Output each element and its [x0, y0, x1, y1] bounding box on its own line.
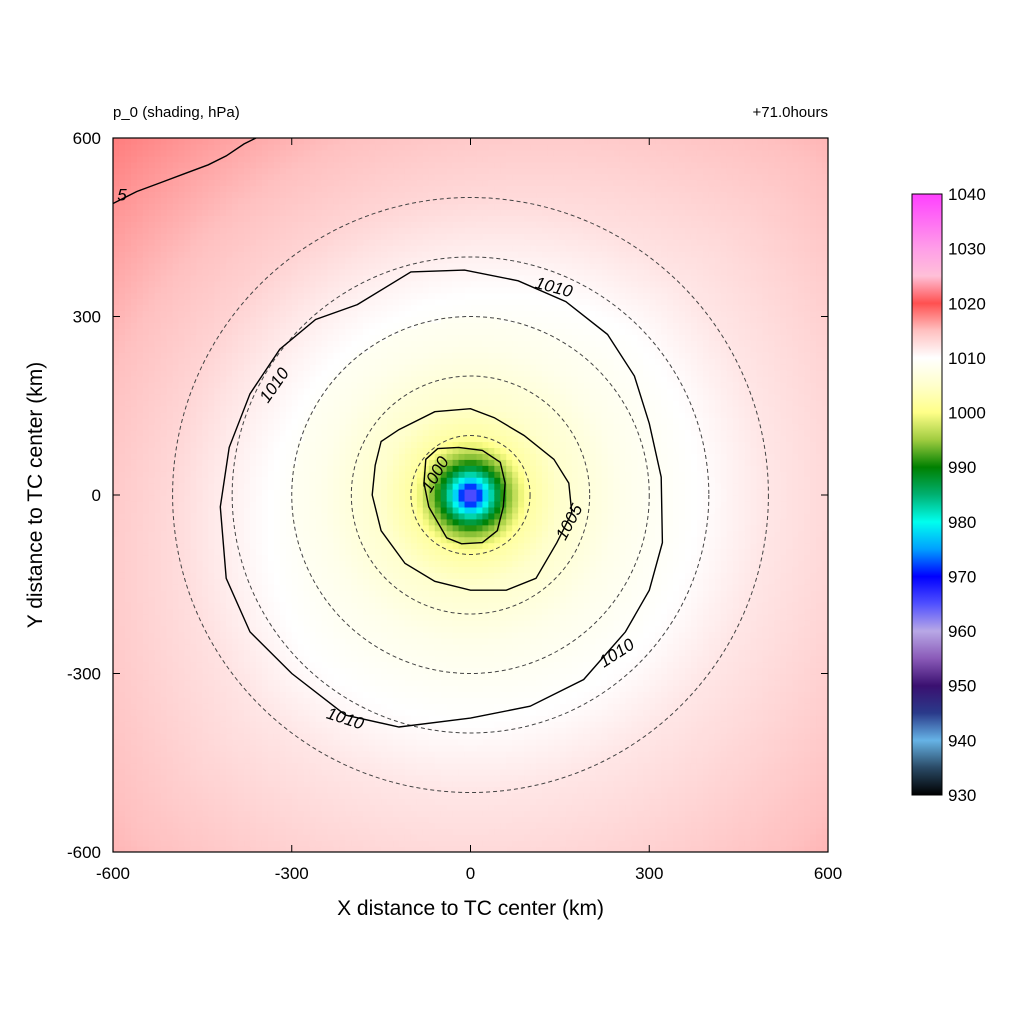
- colorbar: 1040 1030 1020 1010 1000 990 980 970 960 950 940 93…: [911, 185, 986, 805]
- y-axis-title: Y distance to TC center (km): [24, 362, 47, 629]
- contour-line: [371, 407, 573, 591]
- colorbar-tick-label: 960: [948, 622, 976, 641]
- range-ring: [172, 197, 769, 793]
- contour-label: 5: [117, 186, 127, 205]
- y-tick-label: 0: [92, 486, 101, 505]
- pressure-shading: [113, 138, 828, 852]
- x-axis-title: X distance to TC center (km): [337, 897, 604, 920]
- y-tick-label: -600: [67, 843, 101, 862]
- range-ring: [291, 316, 650, 674]
- range-ring: [350, 375, 591, 615]
- x-tick-label: 600: [814, 864, 842, 883]
- range-ring: [410, 435, 531, 555]
- axis-ticks: -600 -300 0 300 600 600 300 0 -300 -600: [67, 129, 842, 883]
- colorbar-tick-label: 930: [948, 786, 976, 805]
- x-tick-label: -300: [275, 864, 309, 883]
- colorbar-tick-label: 970: [948, 567, 976, 586]
- colorbar-gradient: [911, 193, 943, 796]
- chart-title-right: +71.0hours: [753, 104, 828, 121]
- y-tick-label: -300: [67, 665, 101, 684]
- colorbar-tick-label: 940: [948, 731, 976, 750]
- range-ring: [231, 256, 710, 734]
- colorbar-tick-label: 990: [948, 458, 976, 477]
- colorbar-tick-label: 1000: [948, 404, 986, 423]
- x-tick-label: 0: [466, 864, 475, 883]
- colorbar-tick-label: 1030: [948, 240, 986, 259]
- contour-line: [423, 446, 506, 545]
- chart-title-left: p_0 (shading, hPa): [113, 104, 240, 121]
- y-tick-label: 300: [73, 308, 101, 327]
- range-rings: [172, 197, 769, 793]
- colorbar-tick-label: 980: [948, 513, 976, 532]
- contour-line: [219, 269, 664, 728]
- colorbar-tick-label: 1040: [948, 185, 986, 204]
- x-tick-label: -600: [96, 864, 130, 883]
- colorbar-tick-label: 950: [948, 677, 976, 696]
- x-tick-label: 300: [635, 864, 663, 883]
- colorbar-tick-label: 1020: [948, 294, 986, 313]
- y-tick-label: 600: [73, 129, 101, 148]
- contour-line: [113, 138, 257, 205]
- colorbar-tick-label: 1010: [948, 349, 986, 368]
